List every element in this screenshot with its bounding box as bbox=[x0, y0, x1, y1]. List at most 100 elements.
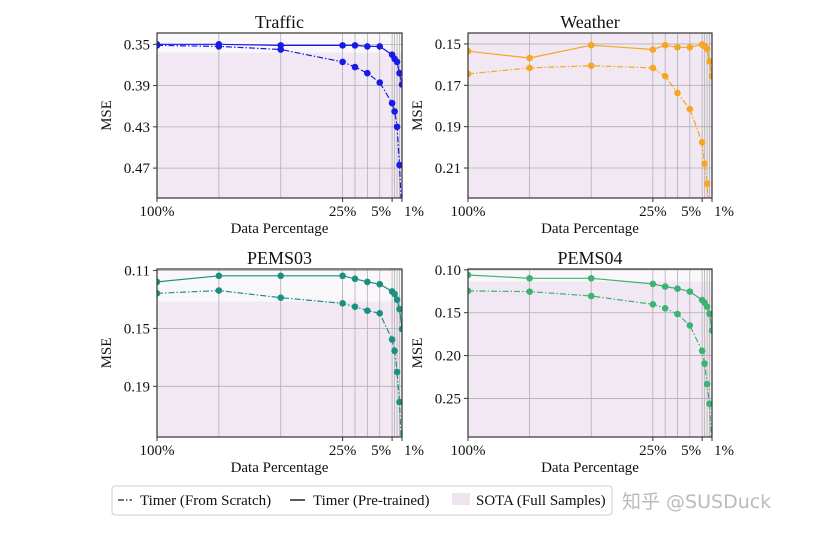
x-tick-label: 100% bbox=[140, 204, 175, 220]
subplot-title: PEMS03 bbox=[247, 248, 312, 268]
y-tick-label: 0.20 bbox=[435, 349, 461, 365]
data-point bbox=[391, 108, 398, 115]
data-point bbox=[468, 271, 472, 279]
y-tick-label: 0.19 bbox=[435, 120, 461, 136]
data-point bbox=[703, 380, 711, 388]
data-point bbox=[706, 58, 712, 65]
data-point bbox=[277, 42, 285, 49]
data-point bbox=[708, 72, 712, 80]
data-point bbox=[376, 280, 384, 288]
data-point bbox=[709, 258, 716, 265]
data-point bbox=[339, 42, 346, 49]
data-point bbox=[364, 43, 371, 50]
subplot-weather: 0.15 0.17 0.19 0.21 100% 25% 5% 1% Weather Data P… bbox=[410, 12, 734, 265]
data-point bbox=[674, 310, 681, 318]
x-tick-label: 1% bbox=[404, 204, 424, 220]
watermark: 知乎 @SUSDuck bbox=[622, 491, 771, 513]
data-point bbox=[157, 278, 161, 286]
data-point bbox=[351, 275, 359, 283]
axes-frame bbox=[467, 268, 713, 438]
data-point bbox=[587, 274, 595, 282]
data-point bbox=[706, 216, 713, 223]
axes-frame bbox=[156, 32, 403, 199]
data-point bbox=[351, 303, 359, 310]
data-point bbox=[708, 327, 712, 334]
y-tick-label: 0.17 bbox=[435, 78, 462, 94]
data-point bbox=[674, 285, 681, 292]
data-point bbox=[526, 288, 533, 295]
series-group bbox=[157, 272, 402, 437]
data-point bbox=[703, 45, 711, 53]
legend-label-scratch: Timer (From Scratch) bbox=[140, 493, 271, 509]
data-point bbox=[351, 63, 359, 71]
y-tick-label: 0.15 bbox=[124, 321, 150, 337]
x-axis-label: Data Percentage bbox=[541, 460, 639, 476]
data-point bbox=[686, 105, 694, 113]
data-point bbox=[396, 69, 402, 77]
data-point bbox=[396, 305, 402, 313]
data-point bbox=[701, 360, 708, 367]
data-point bbox=[277, 294, 285, 301]
legend-label-sota: SOTA (Full Samples) bbox=[476, 493, 606, 509]
series-group bbox=[468, 41, 716, 265]
x-tick-label: 25% bbox=[639, 204, 667, 220]
x-tick-label: 5% bbox=[681, 443, 701, 459]
axes-frame bbox=[156, 268, 403, 438]
data-point bbox=[351, 42, 359, 49]
data-point bbox=[468, 47, 472, 55]
data-point bbox=[686, 43, 694, 51]
x-tick-label: 5% bbox=[371, 443, 391, 459]
y-axis-label: MSE bbox=[99, 338, 115, 369]
y-tick-label: 0.21 bbox=[435, 161, 461, 177]
x-axis-label: Data Percentage bbox=[231, 221, 329, 237]
legend-sota-swatch bbox=[452, 493, 470, 505]
x-tick-label: 100% bbox=[451, 204, 486, 220]
data-point bbox=[215, 272, 223, 280]
y-tick-label: 0.15 bbox=[435, 306, 461, 322]
data-point bbox=[376, 310, 384, 317]
sota-region bbox=[157, 301, 402, 437]
y-tick-label: 0.10 bbox=[435, 263, 461, 279]
data-point bbox=[215, 41, 223, 48]
sota-region bbox=[468, 33, 712, 198]
axes-frame bbox=[467, 32, 713, 199]
subplot-pems04: 0.10 0.15 0.20 0.25 100% 25% 5% 1% PEMS04 Data Pe… bbox=[410, 248, 734, 476]
data-point bbox=[686, 322, 694, 329]
data-point bbox=[388, 336, 396, 343]
data-point bbox=[587, 41, 595, 49]
subplot-title: Weather bbox=[560, 12, 620, 32]
subplot-pems03: 0.11 0.15 0.19 100% 25% 5% 1% PEMS03 Data Percen… bbox=[99, 248, 424, 476]
data-point bbox=[649, 64, 657, 72]
data-point bbox=[674, 43, 681, 51]
series-group bbox=[468, 271, 712, 437]
data-point bbox=[339, 272, 346, 280]
x-tick-label: 25% bbox=[329, 443, 357, 459]
subplot-title: PEMS04 bbox=[557, 248, 622, 268]
data-point bbox=[468, 70, 472, 78]
x-axis-label: Data Percentage bbox=[541, 221, 639, 237]
series-line-scratch bbox=[468, 290, 712, 437]
data-point bbox=[277, 272, 285, 280]
data-point bbox=[468, 287, 472, 295]
data-point bbox=[364, 307, 371, 315]
subplot-title: Traffic bbox=[255, 12, 304, 32]
x-tick-label: 25% bbox=[329, 204, 357, 220]
data-point bbox=[398, 325, 402, 333]
legend-frame bbox=[111, 485, 613, 516]
x-tick-label: 1% bbox=[714, 204, 734, 220]
data-point bbox=[339, 58, 346, 66]
data-point bbox=[706, 310, 712, 318]
data-point bbox=[391, 347, 398, 355]
data-point bbox=[706, 400, 712, 408]
x-tick-label: 5% bbox=[681, 204, 701, 220]
sota-region bbox=[468, 281, 712, 437]
data-point bbox=[157, 290, 161, 297]
data-point bbox=[396, 161, 402, 169]
data-point bbox=[526, 54, 533, 62]
data-point bbox=[393, 58, 401, 66]
x-axis-label: Data Percentage bbox=[231, 460, 329, 476]
data-point bbox=[661, 72, 669, 80]
sota-region bbox=[157, 52, 402, 198]
x-tick-label: 25% bbox=[639, 443, 667, 459]
x-tick-label: 1% bbox=[404, 443, 424, 459]
